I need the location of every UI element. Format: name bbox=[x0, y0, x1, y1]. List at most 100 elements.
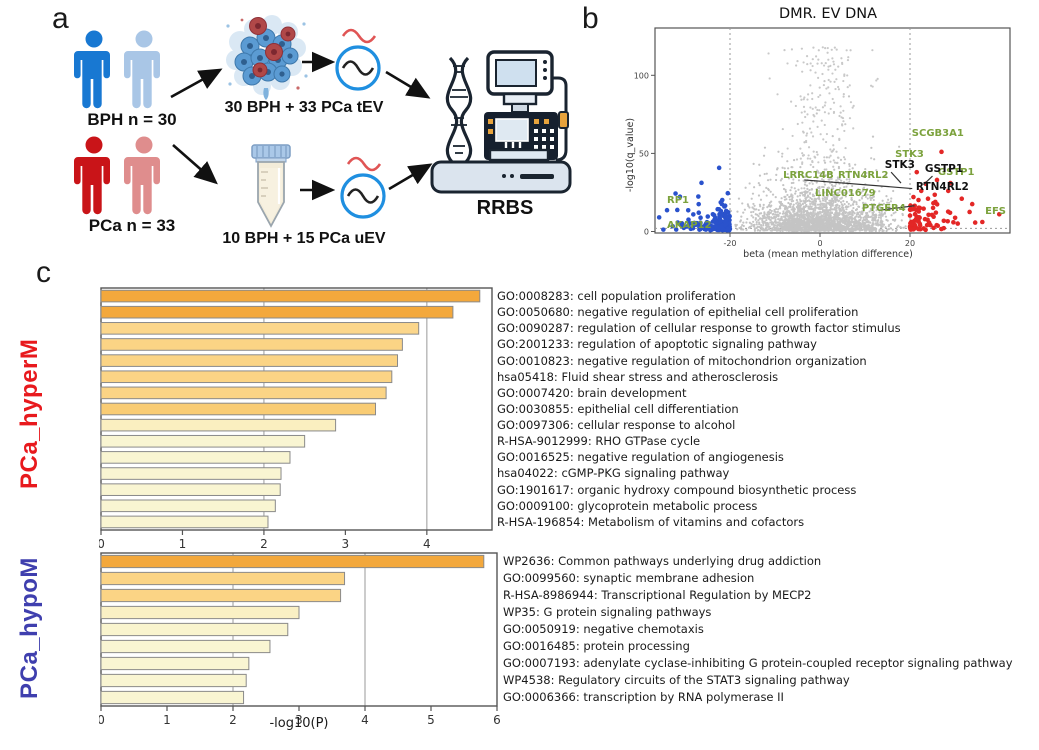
svg-text:5: 5 bbox=[427, 713, 435, 725]
pathway-label: WP35: G protein signaling pathways bbox=[503, 605, 712, 619]
bar-pca_hyperm-0 bbox=[100, 289, 481, 303]
bar-pca_hyperm-4 bbox=[100, 354, 399, 367]
pathway-label: GO:0030855: epithelial cell differentiat… bbox=[497, 401, 739, 416]
svg-text:50: 50 bbox=[639, 149, 649, 158]
svg-text:6: 6 bbox=[493, 713, 501, 725]
panel-a-letter: a bbox=[52, 2, 69, 35]
volcano-title: DMR. EV DNA bbox=[779, 6, 877, 22]
person-blue-light bbox=[124, 30, 160, 109]
person-red-dark bbox=[74, 136, 110, 215]
pathway-label: GO:0016525: negative regulation of angio… bbox=[497, 450, 784, 465]
svg-text:0: 0 bbox=[99, 713, 105, 725]
rrbs-machine-icon bbox=[430, 50, 572, 194]
pathway-label: hsa05418: Fluid shear stress and atheros… bbox=[497, 369, 779, 384]
bar-pca_hyperm-3 bbox=[100, 338, 403, 351]
gene-label-scgb3a1: SCGB3A1 bbox=[912, 128, 964, 139]
gene-label-linc01679: LINC01679 bbox=[815, 188, 876, 199]
gene-label-gstp1: GSTP1 bbox=[938, 167, 975, 178]
ev-dna-icon-top bbox=[335, 28, 381, 91]
bar-pca_hyperm-6 bbox=[100, 386, 387, 400]
ev-dna-icon-bottom bbox=[340, 156, 386, 219]
svg-text:2: 2 bbox=[260, 537, 268, 550]
arrow-pca-to-tube bbox=[172, 144, 218, 185]
pathway-label: GO:1901617: organic hydroxy compound bio… bbox=[497, 482, 857, 497]
gene-label-akap12: AKAP12 bbox=[667, 220, 712, 231]
svg-text:0: 0 bbox=[99, 537, 105, 550]
bar-pca_hyperm-5 bbox=[100, 370, 393, 384]
pathway-label: GO:0099560: synaptic membrane adhesion bbox=[503, 571, 755, 585]
arrow-dna2-to-machine bbox=[388, 163, 433, 191]
svg-text:0: 0 bbox=[644, 228, 649, 237]
group-label-pca-hypom: PCa_hypoM bbox=[16, 557, 43, 699]
volcano-xlabel: beta (mean methylation difference) bbox=[743, 249, 913, 260]
bar-pca_hypom-6 bbox=[100, 656, 250, 671]
svg-text:3: 3 bbox=[342, 537, 350, 550]
hypom-axis-label: -log10(P) bbox=[269, 716, 329, 731]
svg-text:2: 2 bbox=[229, 713, 237, 725]
black-wave bbox=[341, 60, 375, 76]
rrbs-label: RRBS bbox=[476, 197, 534, 219]
bar-pca_hypom-4 bbox=[100, 622, 289, 637]
person-blue-dark bbox=[74, 30, 110, 109]
svg-text:1: 1 bbox=[179, 537, 187, 550]
urine-tube-icon bbox=[251, 144, 291, 228]
volcano-plot: DMR. EV DNA RP1 AKAP12 LRRC14B RTN4RL2 LINC01… bbox=[625, 6, 1011, 260]
black-wave bbox=[346, 188, 380, 204]
bar-pca_hypom-8 bbox=[100, 690, 245, 705]
pathway-label: GO:0009100: glycoprotein metabolic proce… bbox=[497, 498, 758, 513]
bar-pca_hypom-1 bbox=[100, 571, 346, 586]
bar-pca_hyperm-13 bbox=[100, 499, 276, 513]
hypom-pathway-labels: WP2636: Common pathways underlying drug … bbox=[503, 553, 1013, 706]
group-label-pca-hyperm: PCa_hyperM bbox=[16, 338, 43, 489]
tissue-ev-icon bbox=[226, 15, 308, 100]
bar-pca_hyperm-1 bbox=[100, 305, 454, 319]
pathway-label: GO:0008283: cell population proliferatio… bbox=[497, 289, 736, 303]
bar-pca_hypom-3 bbox=[100, 605, 300, 620]
hypom-bar-chart: 0 1 2 3 4 5 6 bbox=[99, 552, 501, 725]
svg-text:4: 4 bbox=[361, 713, 369, 725]
bar-pca_hyperm-7 bbox=[100, 402, 377, 416]
svg-text:-20: -20 bbox=[723, 239, 736, 248]
red-wave bbox=[346, 156, 382, 172]
gene-label-lrrc14b: LRRC14B bbox=[783, 170, 834, 181]
person-red-light bbox=[124, 136, 160, 215]
arrow-dna1-to-machine bbox=[385, 70, 431, 99]
gene-label-rtn4rl2: RTN4RL2 bbox=[916, 181, 969, 193]
bar-pca_hypom-7 bbox=[100, 673, 247, 688]
bar-pca_hyperm-10 bbox=[100, 451, 291, 464]
tissue-ev-caption: 30 BPH + 33 PCa tEV bbox=[224, 99, 384, 116]
panel-b-letter: b bbox=[582, 2, 599, 35]
gene-label-stk3: STK3 bbox=[895, 149, 924, 160]
gene-label-gstp1: GSTP1 bbox=[925, 163, 963, 175]
bar-pca_hyperm-14 bbox=[100, 515, 269, 529]
pca-patients-icon bbox=[74, 136, 160, 215]
pathway-label: WP4538: Regulatory circuits of the STAT3… bbox=[503, 673, 850, 687]
bph-count-label: BPH n = 30 bbox=[87, 110, 177, 129]
scatter-points bbox=[656, 46, 1002, 233]
pathway-label: GO:0016485: protein processing bbox=[503, 639, 690, 653]
pathway-label: R-HSA-196854: Metabolism of vitamins and… bbox=[497, 514, 805, 529]
gene-label-efs: EFS bbox=[985, 206, 1006, 217]
hyperm-bar-chart: 0 1 2 3 4 bbox=[99, 287, 493, 550]
pathway-label: R-HSA-9012999: RHO GTPase cycle bbox=[497, 434, 701, 449]
bar-pca_hyperm-8 bbox=[100, 418, 337, 432]
pathway-label: GO:0010823: negative regulation of mitoc… bbox=[497, 353, 867, 368]
pathway-label: GO:0097306: cellular response to alcohol bbox=[497, 418, 736, 432]
svg-text:3: 3 bbox=[295, 713, 303, 725]
bar-pca_hyperm-9 bbox=[100, 434, 306, 448]
panel-c-letter: c bbox=[36, 256, 51, 289]
gene-label-stk3: STK3 bbox=[885, 159, 915, 171]
bar-pca_hyperm-12 bbox=[100, 483, 281, 496]
pathway-label: GO:0007420: brain development bbox=[497, 385, 687, 400]
pathway-label: GO:0090287: regulation of cellular respo… bbox=[497, 321, 901, 336]
svg-text:100: 100 bbox=[634, 71, 649, 80]
pathway-label: GO:0050919: negative chemotaxis bbox=[503, 622, 704, 636]
bar-pca_hypom-5 bbox=[100, 639, 271, 654]
svg-text:0: 0 bbox=[817, 239, 822, 248]
panel-a-arrows bbox=[170, 51, 433, 201]
gene-label-ptger4: PTGER4 bbox=[862, 203, 906, 214]
pathway-label: WP2636: Common pathways underlying drug … bbox=[503, 554, 822, 568]
pathway-label: hsa04022: cGMP-PKG signaling pathway bbox=[497, 466, 730, 481]
bph-patients-icon bbox=[74, 30, 160, 109]
